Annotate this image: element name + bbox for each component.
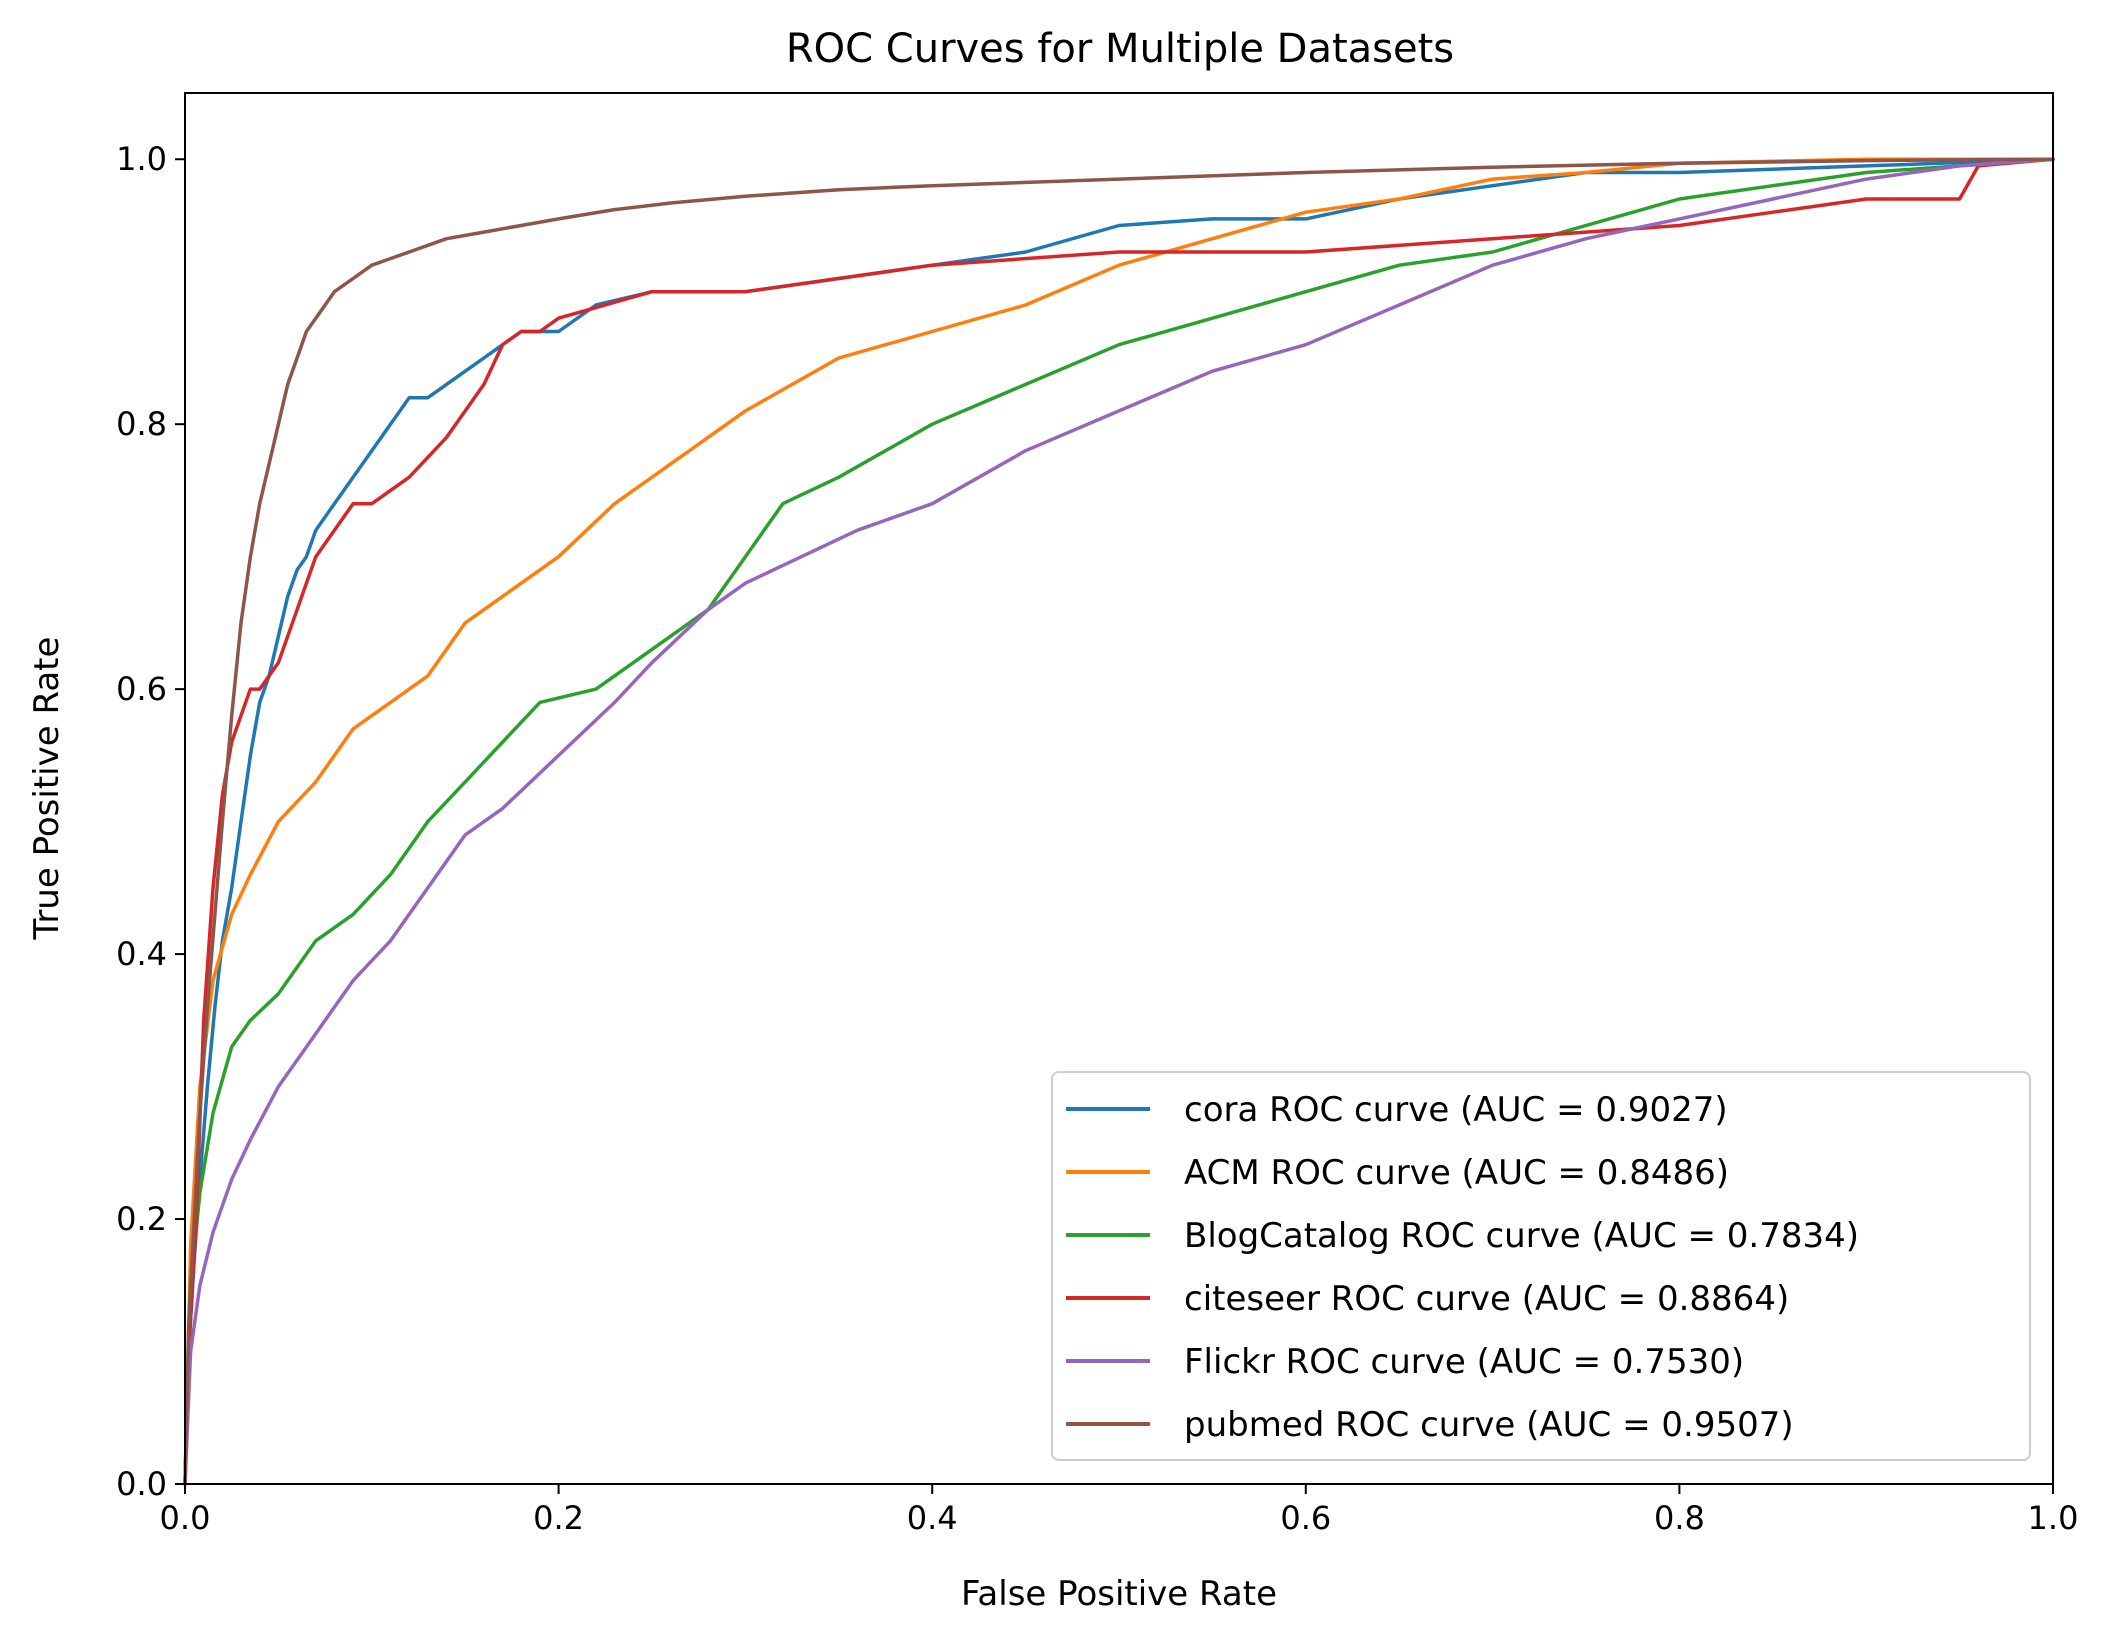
legend: cora ROC curve (AUC = 0.9027) ACM ROC cur…	[1051, 1071, 2031, 1461]
x-tick-label: 0.2	[533, 1499, 584, 1537]
y-tick-label: 0.0	[116, 1465, 167, 1503]
series-line-5	[183, 157, 2055, 1486]
x-axis-label: False Positive Rate	[961, 1574, 1277, 1614]
legend-label-0: cora ROC curve (AUC = 0.9027)	[1184, 1090, 1728, 1130]
series-line-4	[183, 157, 2055, 1486]
series-line-2	[183, 157, 2055, 1486]
y-tick-label: 0.6	[116, 670, 167, 708]
x-tick-label: 0.6	[1280, 1499, 1331, 1537]
x-tick-label: 1.0	[2028, 1499, 2079, 1537]
legend-label-5: pubmed ROC curve (AUC = 0.9507)	[1184, 1405, 1794, 1445]
legend-label-3: citeseer ROC curve (AUC = 0.8864)	[1184, 1279, 1789, 1319]
x-tick-label: 0.8	[1654, 1499, 1705, 1537]
y-tick-label: 0.8	[116, 405, 167, 443]
y-tick-label: 1.0	[116, 140, 167, 178]
series-line-1	[183, 157, 2055, 1486]
legend-box	[1051, 1071, 2031, 1461]
x-tick-label: 0.0	[160, 1499, 211, 1537]
legend-label-4: Flickr ROC curve (AUC = 0.7530)	[1184, 1342, 1744, 1382]
y-tick-label: 0.4	[116, 935, 167, 973]
series-layer	[183, 157, 2055, 1486]
legend-label-1: ACM ROC curve (AUC = 0.8486)	[1184, 1153, 1729, 1193]
y-tick-label: 0.2	[116, 1200, 167, 1238]
series-line-0	[183, 157, 2055, 1486]
legend-label-2: BlogCatalog ROC curve (AUC = 0.7834)	[1184, 1216, 1859, 1256]
ticks-layer: 0.0 0.2 0.4 0.6 0.8 1.0 0.0 0.2 0.4 0.6 0.8 1.0	[116, 140, 2078, 1537]
y-axis-label: True Positive Rate	[27, 637, 67, 941]
x-tick-label: 0.4	[907, 1499, 958, 1537]
chart-title: ROC Curves for Multiple Datasets	[786, 26, 1454, 72]
plot-frame	[184, 92, 2054, 1485]
